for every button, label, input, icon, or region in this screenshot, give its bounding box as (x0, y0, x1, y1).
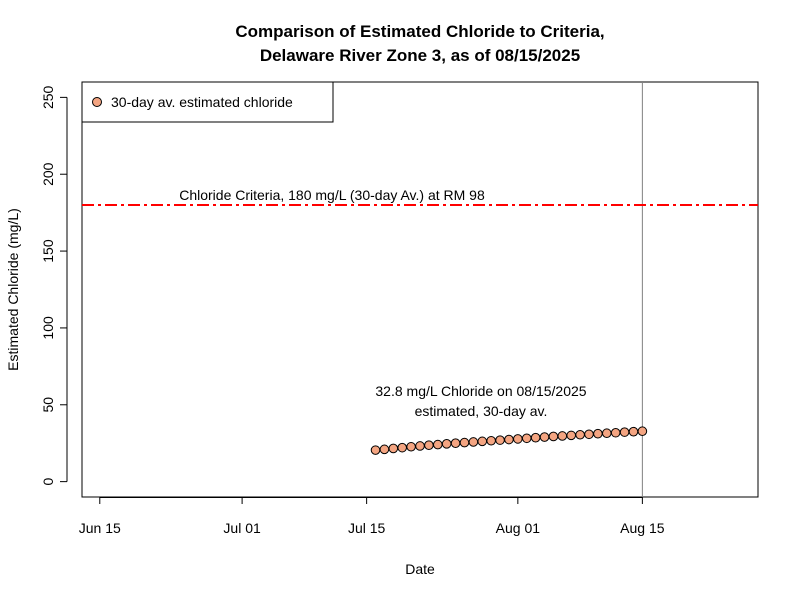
data-point (557, 431, 568, 441)
y-tick-label: 100 (40, 316, 56, 340)
data-point (468, 437, 479, 447)
y-tick-label: 0 (40, 478, 56, 486)
data-point (450, 438, 461, 449)
y-tick-label: 150 (40, 239, 56, 263)
data-point (441, 439, 452, 449)
data-point (601, 428, 612, 439)
y-axis: 0 50 100 150 200 250 (40, 85, 68, 486)
data-point (388, 443, 399, 454)
legend-box (81, 81, 334, 123)
chart-title-line-1: Comparison of Estimated Chloride to Crit… (235, 22, 604, 41)
data-point (575, 429, 585, 440)
annotation-line-2: estimated, 30-day av. (415, 403, 548, 419)
data-point (459, 437, 470, 448)
data-point (432, 439, 443, 450)
data-points (370, 426, 648, 455)
x-axis: Jun 15 Jul 01 Jul 15 Aug 01 Aug 15 (79, 497, 665, 536)
y-tick-label: 250 (40, 85, 56, 109)
data-point (513, 434, 523, 444)
data-point (628, 426, 639, 437)
data-point (539, 432, 550, 442)
data-point (530, 432, 541, 443)
data-point (584, 429, 594, 440)
x-tick-label: Jul 15 (348, 520, 386, 536)
x-axis-label: Date (405, 561, 435, 577)
legend: 30-day av. estimated chloride (81, 81, 334, 123)
data-point (370, 445, 381, 455)
data-point (521, 433, 532, 444)
chart-title: Comparison of Estimated Chloride to Crit… (235, 22, 604, 65)
data-point (406, 441, 416, 452)
x-tick-label: Jul 01 (223, 520, 261, 536)
chart-title-line-2: Delaware River Zone 3, as of 08/15/2025 (260, 46, 580, 65)
data-point (424, 440, 434, 451)
data-point (593, 428, 603, 439)
x-tick-label: Aug 01 (496, 520, 541, 536)
y-tick-label: 50 (40, 397, 56, 413)
data-point (379, 444, 390, 455)
data-point (637, 426, 648, 437)
data-point (486, 435, 496, 446)
legend-label: 30-day av. estimated chloride (111, 94, 293, 110)
data-point (610, 427, 621, 438)
legend-marker (92, 97, 102, 107)
data-point (548, 431, 559, 442)
data-point (619, 427, 630, 437)
plot-frame (81, 81, 759, 498)
annotation-line-1: 32.8 mg/L Chloride on 08/15/2025 (375, 383, 586, 399)
x-tick-label: Aug 15 (620, 520, 665, 536)
criteria-label: Chloride Criteria, 180 mg/L (30-day Av.)… (179, 187, 485, 203)
data-point (415, 441, 425, 451)
data-point (477, 436, 488, 447)
data-point (504, 434, 514, 445)
x-tick-label: Jun 15 (79, 520, 121, 536)
data-point (566, 430, 577, 441)
y-tick-label: 200 (40, 162, 56, 186)
y-axis-label: Estimated Chloride (mg/L) (5, 208, 21, 371)
data-point (397, 442, 408, 453)
data-point (495, 435, 505, 445)
